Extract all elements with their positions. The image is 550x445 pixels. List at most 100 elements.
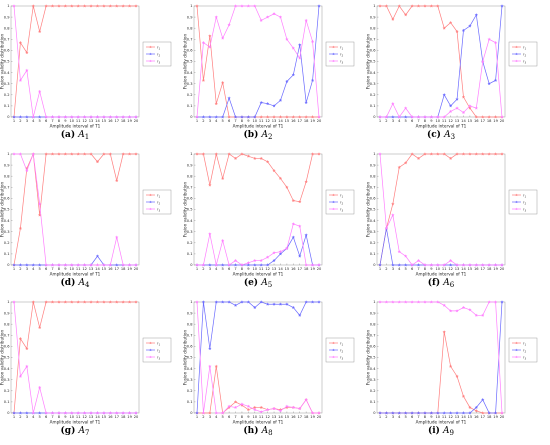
data-point-r3 <box>397 115 401 119</box>
y-tick-label: 0.3 <box>4 82 10 86</box>
data-point-r2 <box>246 115 251 119</box>
y-tick-label: 0.6 <box>4 345 10 349</box>
data-point-r2 <box>95 254 100 258</box>
x-tick-label: 18 <box>304 415 309 419</box>
chart-panel-4: 00.10.20.30.40.50.60.70.80.911 2 3 4 5 6 7 8 9 10… <box>0 152 172 289</box>
data-point-r2 <box>246 263 251 267</box>
data-point-r1 <box>227 115 231 119</box>
y-tick-label: 0.2 <box>4 241 10 245</box>
y-tick-label: 0.1 <box>4 252 10 256</box>
data-point-r2 <box>12 115 16 119</box>
data-point-r1 <box>461 152 466 156</box>
data-point-r3 <box>227 263 231 267</box>
data-point-r1 <box>481 411 485 415</box>
legend-swatch-marker <box>515 207 518 211</box>
x-tick-label: 11 <box>76 119 81 123</box>
data-point-r1 <box>404 13 408 17</box>
data-point-r1 <box>76 300 80 304</box>
legend-label-r3: r3 <box>340 59 343 64</box>
data-point-r3 <box>102 411 106 415</box>
data-point-r3 <box>31 152 35 156</box>
x-tick-label: 8 <box>241 267 244 271</box>
data-point-r3 <box>455 309 459 313</box>
series-line-r3 <box>14 153 136 266</box>
data-point-r1 <box>404 161 408 165</box>
data-point-r3 <box>115 115 119 119</box>
data-point-r1 <box>298 115 302 119</box>
x-tick-label: 7 <box>234 119 236 123</box>
x-tick-label: 18 <box>121 119 126 123</box>
data-point-r2 <box>468 24 472 28</box>
data-point-r1 <box>474 152 478 156</box>
data-point-r3 <box>285 404 289 408</box>
data-point-r3 <box>474 313 478 317</box>
data-point-r2 <box>272 302 276 306</box>
data-point-r2 <box>448 263 453 267</box>
data-point-r3 <box>195 300 199 304</box>
x-tick-label: 12 <box>448 119 453 123</box>
data-point-r1 <box>82 300 87 304</box>
data-point-r3 <box>442 115 446 119</box>
data-point-r1 <box>18 336 23 341</box>
legend-label-r2: r2 <box>523 348 526 353</box>
y-tick-label: 0.4 <box>370 71 376 75</box>
x-axis-title: Amplitude interval of T1 <box>416 124 467 129</box>
data-point-r1 <box>468 405 472 409</box>
x-axis-title: Amplitude interval of T1 <box>233 272 284 277</box>
x-tick-label: 4 <box>32 415 35 419</box>
y-tick-label: 0.6 <box>187 345 193 349</box>
y-tick-label: 0.4 <box>187 71 193 75</box>
data-point-r3 <box>102 115 106 119</box>
legend-swatch-marker <box>515 341 518 345</box>
y-tick-label: 0.8 <box>370 26 376 30</box>
x-tick-label: 13 <box>455 119 460 123</box>
legend-label-r1: r1 <box>523 193 526 198</box>
legend-label-r3: r3 <box>157 59 160 64</box>
data-point-r3 <box>115 411 119 415</box>
legend-label-r2: r2 <box>157 52 160 57</box>
data-point-r3 <box>404 254 408 258</box>
y-tick-label: 1 <box>190 4 192 8</box>
y-tick-label: 0.8 <box>370 322 376 326</box>
x-tick-label: 10 <box>70 415 75 419</box>
data-point-r1 <box>121 4 125 8</box>
data-point-r2 <box>500 4 504 8</box>
data-point-r2 <box>208 115 212 119</box>
data-point-r1 <box>429 152 434 156</box>
y-tick-label: 0.5 <box>4 60 10 64</box>
x-tick-label: 7 <box>417 119 419 123</box>
data-point-r2 <box>298 43 302 47</box>
x-axis-title: Amplitude interval of T1 <box>416 420 467 425</box>
x-tick-label: 18 <box>487 119 492 123</box>
panel-caption: (f) A6 <box>428 277 455 289</box>
chart-panel-7: 00.10.20.30.40.50.60.70.80.911 2 3 4 5 6 7 8 9 10… <box>0 300 172 437</box>
data-point-r3 <box>18 374 23 378</box>
x-tick-label: 11 <box>76 267 81 271</box>
data-point-r3 <box>493 40 498 45</box>
data-point-r3 <box>195 115 199 119</box>
data-point-r3 <box>500 263 504 267</box>
series-line-r3 <box>380 38 503 118</box>
data-point-r3 <box>108 115 112 119</box>
legend-swatch-marker <box>515 45 518 49</box>
x-axis-title: Amplitude interval of T1 <box>233 420 284 425</box>
data-point-r1 <box>70 300 74 304</box>
series-line-r3 <box>196 5 320 118</box>
x-tick-label: 2 <box>202 415 204 419</box>
data-point-r1 <box>259 405 263 409</box>
x-tick-label: 18 <box>487 415 492 419</box>
data-point-r1 <box>493 115 498 119</box>
data-point-r2 <box>397 263 401 267</box>
data-point-r3 <box>265 255 270 259</box>
data-point-r1 <box>391 202 395 206</box>
data-point-r3 <box>487 263 491 267</box>
data-point-r3 <box>436 115 440 119</box>
x-tick-label: 19 <box>127 267 132 271</box>
y-tick-label: 0.6 <box>4 49 10 53</box>
data-point-r2 <box>493 78 498 82</box>
data-point-r1 <box>468 106 472 110</box>
data-point-r3 <box>487 37 491 41</box>
plot-area <box>376 301 506 414</box>
data-point-r2 <box>38 411 42 415</box>
